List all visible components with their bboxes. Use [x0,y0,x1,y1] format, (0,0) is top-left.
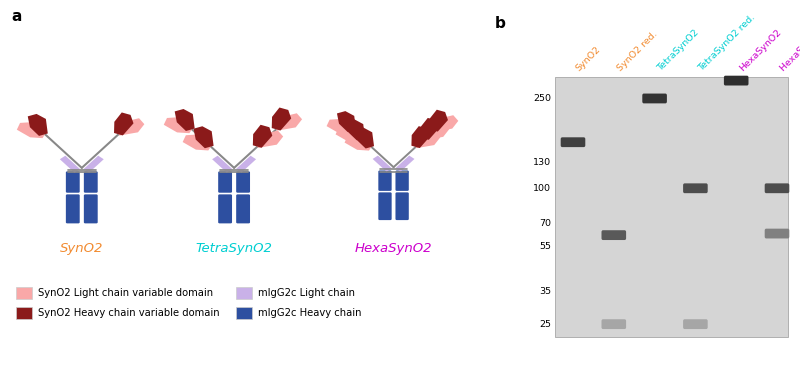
Polygon shape [84,156,104,173]
Text: TetraSynO2: TetraSynO2 [196,242,273,255]
Polygon shape [337,111,356,132]
Polygon shape [413,132,440,148]
FancyBboxPatch shape [683,319,708,329]
FancyBboxPatch shape [218,172,232,193]
Polygon shape [346,119,365,140]
FancyBboxPatch shape [378,170,392,191]
Text: SynO2 Light chain variable domain: SynO2 Light chain variable domain [38,288,213,298]
Polygon shape [355,127,374,149]
Text: 55: 55 [539,242,551,251]
Polygon shape [236,156,256,173]
Text: TetraSynO2 red.: TetraSynO2 red. [697,13,757,73]
FancyBboxPatch shape [683,183,708,193]
Text: 70: 70 [539,219,551,228]
FancyBboxPatch shape [16,307,32,319]
Text: SynO2 Heavy chain variable domain: SynO2 Heavy chain variable domain [38,308,220,318]
FancyBboxPatch shape [84,172,98,193]
Polygon shape [421,118,439,140]
FancyBboxPatch shape [724,76,749,85]
FancyBboxPatch shape [378,192,392,220]
Polygon shape [273,113,302,131]
Polygon shape [253,125,272,148]
FancyBboxPatch shape [561,137,586,147]
FancyBboxPatch shape [218,194,232,223]
Polygon shape [114,112,134,135]
Text: 250: 250 [534,94,551,103]
Polygon shape [345,135,373,151]
Polygon shape [254,131,283,148]
FancyBboxPatch shape [765,183,790,193]
Polygon shape [17,122,46,138]
Text: HexaSynO2 red.: HexaSynO2 red. [778,12,800,73]
FancyBboxPatch shape [395,192,409,220]
Polygon shape [373,155,392,172]
Polygon shape [430,115,458,132]
FancyBboxPatch shape [16,287,32,299]
Text: mIgG2c Heavy chain: mIgG2c Heavy chain [258,308,362,318]
Polygon shape [174,109,194,131]
Text: 35: 35 [539,287,551,296]
Text: HexaSynO2: HexaSynO2 [738,28,783,73]
FancyBboxPatch shape [642,93,667,103]
Text: 25: 25 [539,320,551,328]
FancyBboxPatch shape [236,307,252,319]
Polygon shape [335,127,364,142]
FancyBboxPatch shape [236,287,252,299]
FancyBboxPatch shape [555,77,787,337]
Text: SynO2: SynO2 [574,45,602,73]
Polygon shape [422,123,450,140]
Text: SynO2 red.: SynO2 red. [615,30,659,73]
FancyBboxPatch shape [602,319,626,329]
FancyBboxPatch shape [66,194,80,223]
Polygon shape [164,117,194,133]
Polygon shape [272,108,291,131]
Text: a: a [12,9,22,24]
Polygon shape [60,156,80,173]
FancyBboxPatch shape [395,170,409,191]
Polygon shape [28,114,48,136]
Polygon shape [326,119,355,134]
Polygon shape [194,126,214,148]
Polygon shape [395,155,414,172]
FancyBboxPatch shape [84,194,98,223]
Text: TetraSynO2: TetraSynO2 [656,28,701,73]
FancyBboxPatch shape [236,194,250,223]
Text: 100: 100 [534,184,551,193]
Polygon shape [212,156,232,173]
Polygon shape [182,134,213,150]
Text: HexaSynO2: HexaSynO2 [355,242,432,255]
Polygon shape [115,118,144,135]
FancyBboxPatch shape [236,172,250,193]
Polygon shape [411,126,430,148]
Polygon shape [430,110,448,132]
FancyBboxPatch shape [765,228,790,238]
FancyBboxPatch shape [602,230,626,240]
Text: mIgG2c Light chain: mIgG2c Light chain [258,288,355,298]
FancyBboxPatch shape [66,172,80,193]
Text: 130: 130 [534,158,551,167]
Text: SynO2: SynO2 [60,242,103,255]
Text: b: b [495,16,506,31]
